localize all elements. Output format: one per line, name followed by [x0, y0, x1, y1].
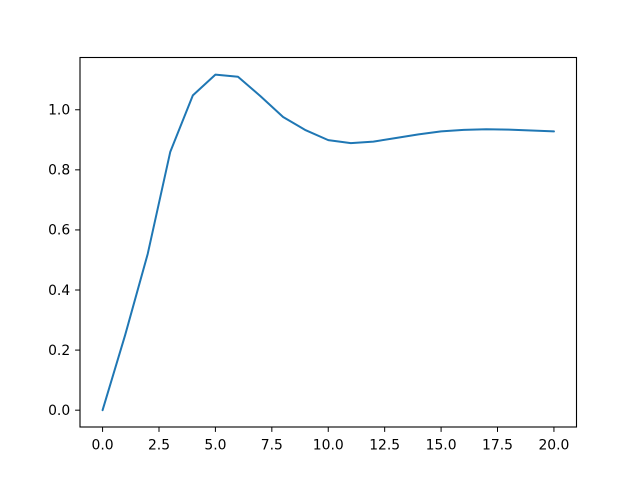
- data-line-step-response: [101, 73, 555, 412]
- x-tick-label: 0.0: [92, 437, 114, 453]
- y-tick-label: 0.0: [48, 403, 70, 419]
- x-tick-label: 20.0: [538, 437, 569, 453]
- x-tick-label: 5.0: [204, 437, 226, 453]
- y-tick-label: 0.4: [48, 283, 70, 299]
- x-tick-label: 12.5: [369, 437, 400, 453]
- y-tick-label: 0.6: [48, 223, 70, 239]
- y-tick-label: 1.0: [48, 103, 70, 119]
- y-tick-label: 0.2: [48, 343, 70, 359]
- plot-area: [80, 57, 577, 427]
- x-tick-label: 17.5: [482, 437, 513, 453]
- x-tick-label: 15.0: [426, 437, 457, 453]
- x-tick-label: 10.0: [313, 437, 344, 453]
- axes-spines: [79, 56, 578, 428]
- x-tick-label: 2.5: [148, 437, 170, 453]
- y-tick-label: 0.8: [48, 163, 70, 179]
- x-tick-label: 7.5: [261, 437, 283, 453]
